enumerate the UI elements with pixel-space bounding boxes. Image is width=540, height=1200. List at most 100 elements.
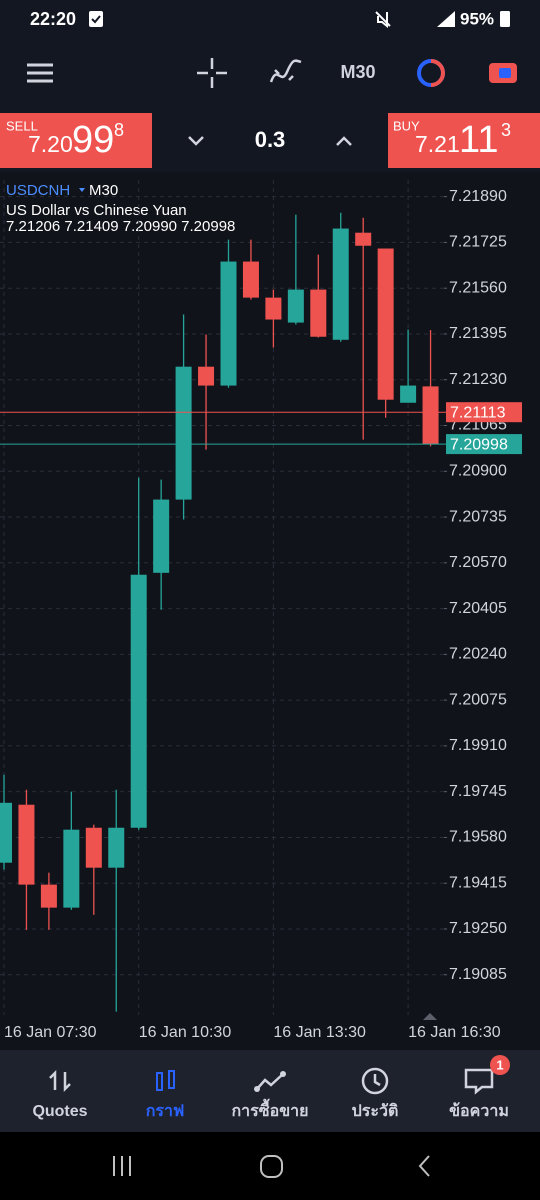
chart-icon xyxy=(168,1070,175,1089)
candle-body xyxy=(0,802,12,863)
candle-body xyxy=(153,499,170,573)
x-tick-label: 16 Jan 13:30 xyxy=(273,1024,366,1041)
menu-button[interactable] xyxy=(27,63,53,83)
volume-down-button[interactable] xyxy=(188,136,204,146)
y-tick-label: 7.20900 xyxy=(449,462,507,479)
badge xyxy=(490,1055,510,1075)
candle-body xyxy=(85,827,102,868)
nav-label: กราฟ xyxy=(146,1103,185,1120)
bid-tag-label: 7.20998 xyxy=(450,436,508,453)
status-icon-check xyxy=(91,15,101,24)
y-tick-label: 7.21560 xyxy=(449,279,507,296)
sell-price-small: 8 xyxy=(114,120,124,140)
symbol-dropdown xyxy=(79,188,85,192)
sell-background xyxy=(0,113,152,168)
ohlc-values: 7.21206 7.21409 7.20990 7.20998 xyxy=(6,218,235,235)
candle-body xyxy=(400,385,417,403)
volume-input[interactable]: 0.3 xyxy=(255,127,286,152)
crosshair-icon xyxy=(197,58,227,88)
x-tick-label: 16 Jan 07:30 xyxy=(4,1024,97,1041)
indicators-icon xyxy=(269,59,302,83)
bottom-nav xyxy=(0,1050,540,1132)
candle-body xyxy=(63,829,80,908)
signal-icon xyxy=(437,11,455,27)
chevron-up xyxy=(336,136,352,146)
battery-text: 95% xyxy=(460,9,494,28)
buy-price-main: 7.21 xyxy=(415,131,460,157)
candle-body xyxy=(18,804,35,885)
candle-body xyxy=(242,261,259,298)
candle-body xyxy=(355,232,372,246)
y-tick-label: 7.19910 xyxy=(449,737,507,754)
buy-button[interactable]: BUY 7.21 11 3 xyxy=(388,113,540,168)
chevron-down xyxy=(188,136,204,146)
back-button[interactable] xyxy=(418,1155,430,1177)
y-tick-label: 7.19415 xyxy=(449,874,507,891)
nav-trade[interactable]: การซื้อขาย xyxy=(231,1071,309,1120)
scroll-marker xyxy=(423,1013,437,1020)
y-tick-label: 7.21725 xyxy=(449,234,507,251)
candle-body xyxy=(40,884,57,908)
mute-icon xyxy=(375,11,391,29)
candle-body xyxy=(377,248,394,400)
status-time: 22:20 xyxy=(30,9,76,29)
symbol-description: US Dollar vs Chinese Yuan xyxy=(6,202,187,219)
one-click-icon-half xyxy=(430,59,445,87)
crosshair-button[interactable] xyxy=(197,58,227,88)
sell-price-big: 99 xyxy=(72,119,114,161)
buy-background xyxy=(388,113,540,168)
y-tick-label: 7.19250 xyxy=(449,920,507,937)
volume-up-button[interactable] xyxy=(336,136,352,146)
history-hands xyxy=(373,1074,381,1087)
chart-icon xyxy=(156,1072,163,1091)
indicators-button[interactable] xyxy=(269,59,302,83)
nav-chart[interactable]: กราฟ xyxy=(146,1070,185,1120)
candle-body xyxy=(265,297,282,320)
x-tick-label: 16 Jan 16:30 xyxy=(408,1024,501,1041)
nav-history[interactable]: ประวัติ xyxy=(352,1067,399,1120)
recents-button[interactable] xyxy=(113,1156,131,1176)
trade-button[interactable] xyxy=(489,63,517,83)
candle-body xyxy=(310,289,327,337)
y-tick-label: 7.20570 xyxy=(449,554,507,571)
ask-tag-label: 7.21113 xyxy=(450,404,506,421)
y-tick-label: 7.19085 xyxy=(449,966,507,983)
candle-body xyxy=(130,574,147,828)
nav-label: การซื้อขาย xyxy=(231,1098,308,1120)
menu-icon xyxy=(27,63,53,83)
sell-button[interactable]: SELL 7.20 99 8 xyxy=(0,113,152,168)
nav-messages[interactable]: 1 ข้อความ xyxy=(449,1055,510,1120)
quotes-icon xyxy=(49,1069,71,1093)
messages-icon xyxy=(464,1068,494,1095)
y-tick-label: 7.20405 xyxy=(449,600,507,617)
candle-body xyxy=(287,289,304,323)
nav-label: ประวัติ xyxy=(352,1102,399,1120)
home-button[interactable] xyxy=(260,1155,283,1178)
trade-icon-inner xyxy=(499,68,511,78)
nav-label: Quotes xyxy=(32,1103,87,1120)
x-tick-label: 16 Jan 10:30 xyxy=(139,1024,232,1041)
chart-timeframe: M30 xyxy=(89,182,118,199)
buy-label: BUY xyxy=(393,118,420,133)
timeframe-button[interactable]: M30 xyxy=(340,62,375,82)
y-tick-label: 7.19580 xyxy=(449,829,507,846)
candle-body xyxy=(198,366,215,386)
y-tick-label: 7.20240 xyxy=(449,646,507,663)
badge-count: 1 xyxy=(496,1057,503,1072)
sell-price-main: 7.20 xyxy=(28,131,73,157)
nav-label: ข้อความ xyxy=(449,1102,509,1120)
one-click-button[interactable] xyxy=(417,59,445,87)
chart-plot: 7.218907.217257.215607.213957.212307.210… xyxy=(0,180,522,1041)
candle-body xyxy=(332,228,349,340)
candle-body xyxy=(108,827,125,868)
history-icon xyxy=(361,1067,389,1095)
y-tick-label: 7.21395 xyxy=(449,325,507,342)
system-nav xyxy=(0,1132,540,1200)
nav-quotes[interactable]: Quotes xyxy=(32,1069,88,1120)
trade-nav-icon xyxy=(256,1073,284,1090)
buy-price-big: 11 xyxy=(459,119,498,161)
status-icon xyxy=(89,11,103,27)
candle-body xyxy=(220,261,237,386)
